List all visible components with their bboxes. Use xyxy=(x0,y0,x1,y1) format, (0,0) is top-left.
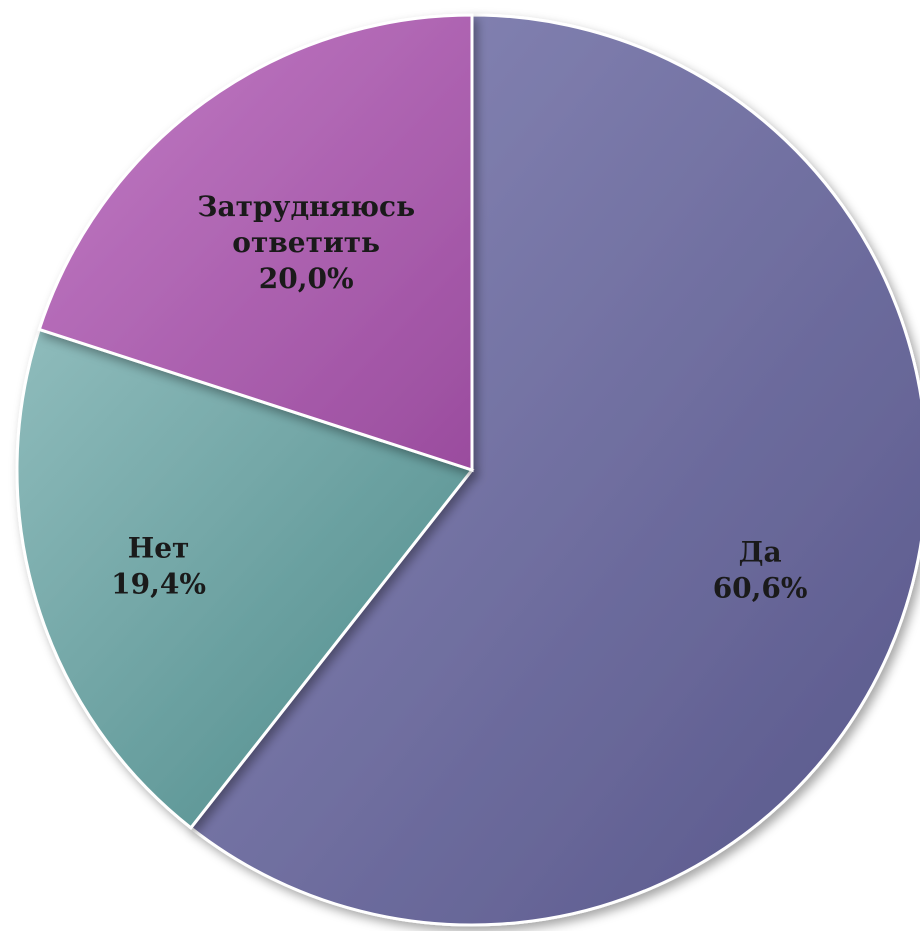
pie-slice-2 xyxy=(37,13,474,473)
pie-label-2: Затрудняюсь ответить 20,0% xyxy=(197,190,415,295)
pie-slice-1 xyxy=(15,327,475,830)
pie-category-label-1: Нет xyxy=(128,531,190,564)
pie-category-label-2: Затрудняюсь xyxy=(197,190,415,223)
pie-value-label-1: 19,4% xyxy=(111,567,206,600)
pie-category-label-2: ответить xyxy=(232,226,380,259)
pie-value-label-2: 20,0% xyxy=(259,262,354,295)
pie-label-0: Да 60,6% xyxy=(713,536,808,605)
pie-category-label-0: Да xyxy=(739,536,782,569)
pie-labels: Да 60,6% Нет 19,4% Затрудняюсь ответить 20,0% xyxy=(111,190,807,605)
pie-slices xyxy=(15,13,920,927)
pie-label-1: Нет 19,4% xyxy=(111,531,206,600)
pie-value-label-0: 60,6% xyxy=(713,572,808,605)
pie-slice-0 xyxy=(188,13,920,927)
